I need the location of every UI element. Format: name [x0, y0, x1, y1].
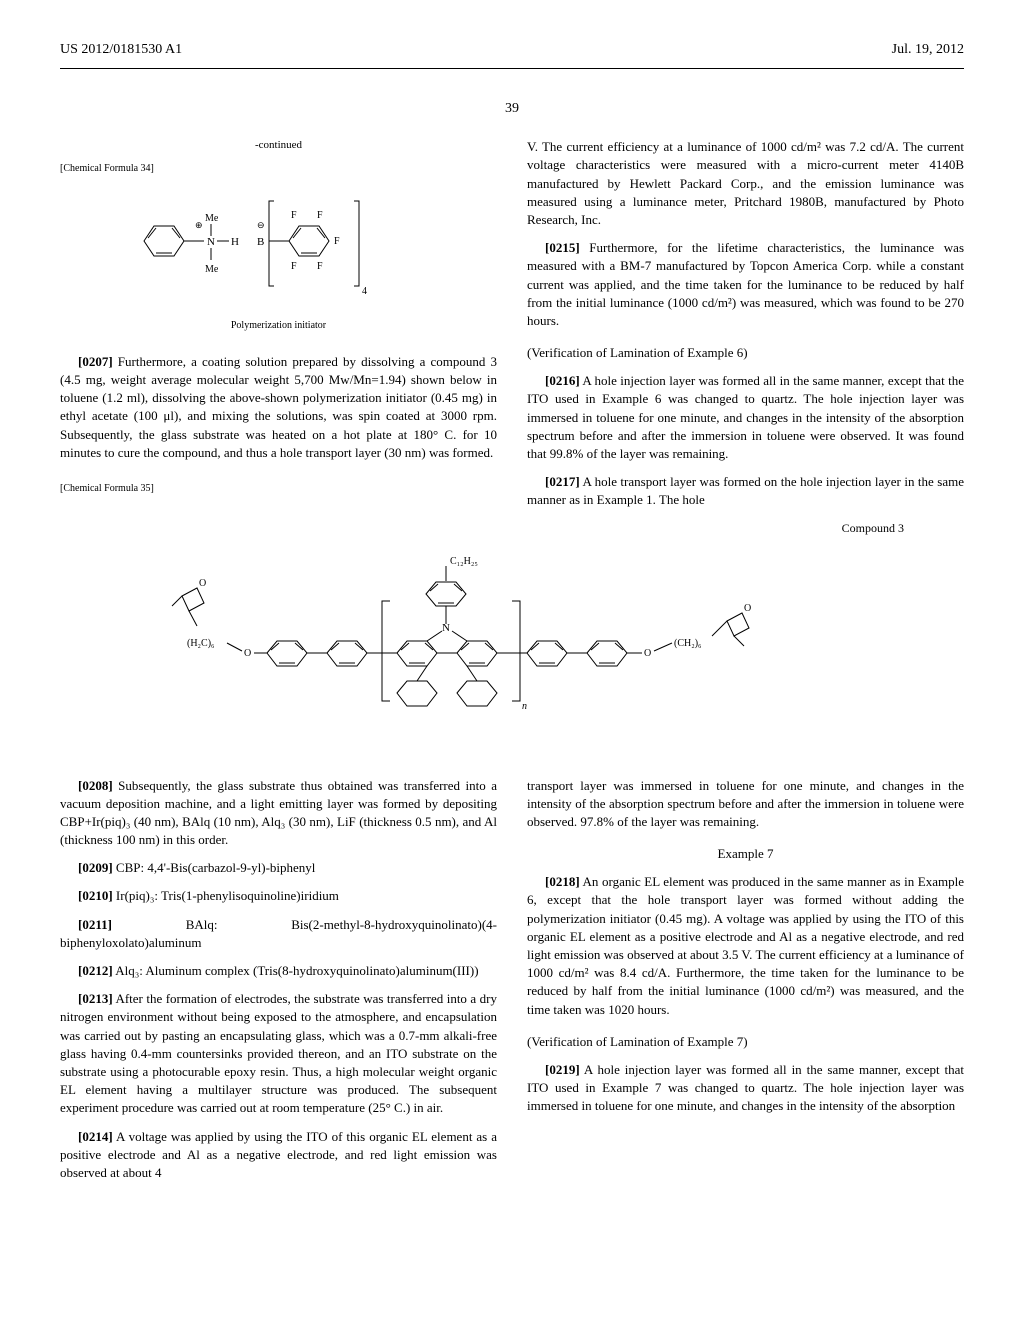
left-column: -continued [Chemical Formula 34] N Me Me…: [60, 138, 497, 519]
col2-continuation-2: transport layer was immersed in toluene …: [527, 777, 964, 832]
formula-34-structure: N Me Me ⊕ H ⊖ B F F: [60, 186, 497, 333]
right-column: V. The current efficiency at a luminance…: [527, 138, 964, 519]
svg-text:⊖: ⊖: [257, 220, 265, 230]
svg-text:n: n: [522, 701, 527, 712]
svg-text:Me: Me: [205, 213, 219, 224]
lower-right-column: transport layer was immersed in toluene …: [527, 777, 964, 1193]
paragraph-0211: [0211] BAlq: Bis(2-methyl-8-hydroxyquino…: [60, 916, 497, 952]
page-number: 39: [60, 99, 964, 119]
para-num: [0209]: [78, 860, 113, 875]
paragraph-0213: [0213] After the formation of electrodes…: [60, 990, 497, 1117]
para-num: [0212]: [78, 963, 113, 978]
initiator-caption: Polymerization initiator: [60, 319, 497, 333]
svg-text:Me: Me: [205, 264, 219, 275]
svg-text:4: 4: [362, 286, 367, 297]
para-num: [0214]: [78, 1129, 113, 1144]
para-num: [0216]: [545, 373, 580, 388]
lower-columns: [0208] Subsequently, the glass substrate…: [60, 777, 964, 1193]
para-text: Alq₃: Aluminum complex (Tris(8-hydroxyqu…: [115, 963, 478, 978]
paragraph-0207: [0207] Furthermore, a coating solution p…: [60, 353, 497, 462]
paragraph-0210: [0210] Ir(piq)₃: Tris(1-phenylisoquinoli…: [60, 887, 497, 905]
paragraph-0217: [0217] A hole transport layer was formed…: [527, 473, 964, 509]
para-text: After the formation of electrodes, the s…: [60, 991, 497, 1115]
paragraph-0215: [0215] Furthermore, for the lifetime cha…: [527, 239, 964, 330]
para-num: [0211]: [78, 917, 112, 932]
svg-text:F: F: [291, 261, 297, 272]
svg-text:(H₂C)₆: (H₂C)₆: [187, 638, 215, 649]
svg-text:O: O: [244, 648, 251, 659]
para-text: BAlq: Bis(2-methyl-8-hydroxyquinolinato)…: [60, 917, 497, 950]
paragraph-0214: [0214] A voltage was applied by using th…: [60, 1128, 497, 1183]
para-text: An organic EL element was produced in th…: [527, 874, 964, 1016]
publication-date: Jul. 19, 2012: [892, 40, 964, 60]
para-text: A hole injection layer was formed all in…: [527, 373, 964, 461]
svg-text:F: F: [291, 210, 297, 221]
continued-label: -continued: [60, 138, 497, 153]
para-text: Furthermore, for the lifetime characteri…: [527, 240, 964, 328]
svg-text:H: H: [231, 236, 239, 248]
content-columns: -continued [Chemical Formula 34] N Me Me…: [60, 138, 964, 519]
svg-text:(CH₂)₆: (CH₂)₆: [674, 638, 702, 649]
paragraph-0216: [0216] A hole injection layer was formed…: [527, 372, 964, 463]
verification-7-heading: (Verification of Lamination of Example 7…: [527, 1033, 964, 1051]
verification-6-heading: (Verification of Lamination of Example 6…: [527, 344, 964, 362]
svg-text:O: O: [199, 578, 206, 589]
col2-continuation: V. The current efficiency at a luminance…: [527, 138, 964, 229]
svg-text:F: F: [317, 261, 323, 272]
chemical-structure-35-svg: O (H₂C)₆ O N: [132, 546, 892, 746]
paragraph-0209: [0209] CBP: 4,4'-Bis(carbazol-9-yl)-biph…: [60, 859, 497, 877]
para-text: Furthermore, a coating solution prepared…: [60, 354, 497, 460]
para-text: A hole transport layer was formed on the…: [527, 474, 964, 507]
svg-text:C₁₂H₂₅: C₁₂H₂₅: [450, 556, 478, 567]
compound-3-label: Compound 3: [60, 520, 964, 537]
formula-35-label: [Chemical Formula 35]: [60, 482, 497, 496]
para-num: [0210]: [78, 888, 113, 903]
para-text: A hole injection layer was formed all in…: [527, 1062, 964, 1113]
formula-35-structure: O (H₂C)₆ O N: [60, 546, 964, 751]
paragraph-0218: [0218] An organic EL element was produce…: [527, 873, 964, 1019]
para-text: A voltage was applied by using the ITO o…: [60, 1129, 497, 1180]
para-text: Subsequently, the glass substrate thus o…: [60, 778, 497, 848]
para-text: CBP: 4,4'-Bis(carbazol-9-yl)-biphenyl: [116, 860, 315, 875]
lower-left-column: [0208] Subsequently, the glass substrate…: [60, 777, 497, 1193]
svg-text:F: F: [317, 210, 323, 221]
patent-number: US 2012/0181530 A1: [60, 40, 182, 60]
page-header: US 2012/0181530 A1 Jul. 19, 2012: [60, 40, 964, 60]
para-num: [0215]: [545, 240, 580, 255]
svg-text:B: B: [257, 236, 264, 248]
para-num: [0219]: [545, 1062, 580, 1077]
example-7-heading: Example 7: [527, 845, 964, 863]
header-rule: [60, 68, 964, 69]
svg-text:O: O: [644, 648, 651, 659]
svg-text:F: F: [334, 236, 340, 247]
svg-text:⊕: ⊕: [195, 220, 203, 230]
svg-text:N: N: [207, 236, 215, 248]
para-num: [0207]: [78, 354, 113, 369]
formula-34-label: [Chemical Formula 34]: [60, 162, 497, 176]
para-num: [0218]: [545, 874, 580, 889]
paragraph-0208: [0208] Subsequently, the glass substrate…: [60, 777, 497, 850]
para-text: Ir(piq)₃: Tris(1-phenylisoquinoline)irid…: [116, 888, 339, 903]
para-num: [0217]: [545, 474, 580, 489]
para-num: [0213]: [78, 991, 113, 1006]
paragraph-0212: [0212] Alq₃: Aluminum complex (Tris(8-hy…: [60, 962, 497, 980]
para-num: [0208]: [78, 778, 113, 793]
paragraph-0219: [0219] A hole injection layer was formed…: [527, 1061, 964, 1116]
svg-text:O: O: [744, 603, 751, 614]
chemical-structure-34-svg: N Me Me ⊕ H ⊖ B F F: [129, 186, 429, 306]
